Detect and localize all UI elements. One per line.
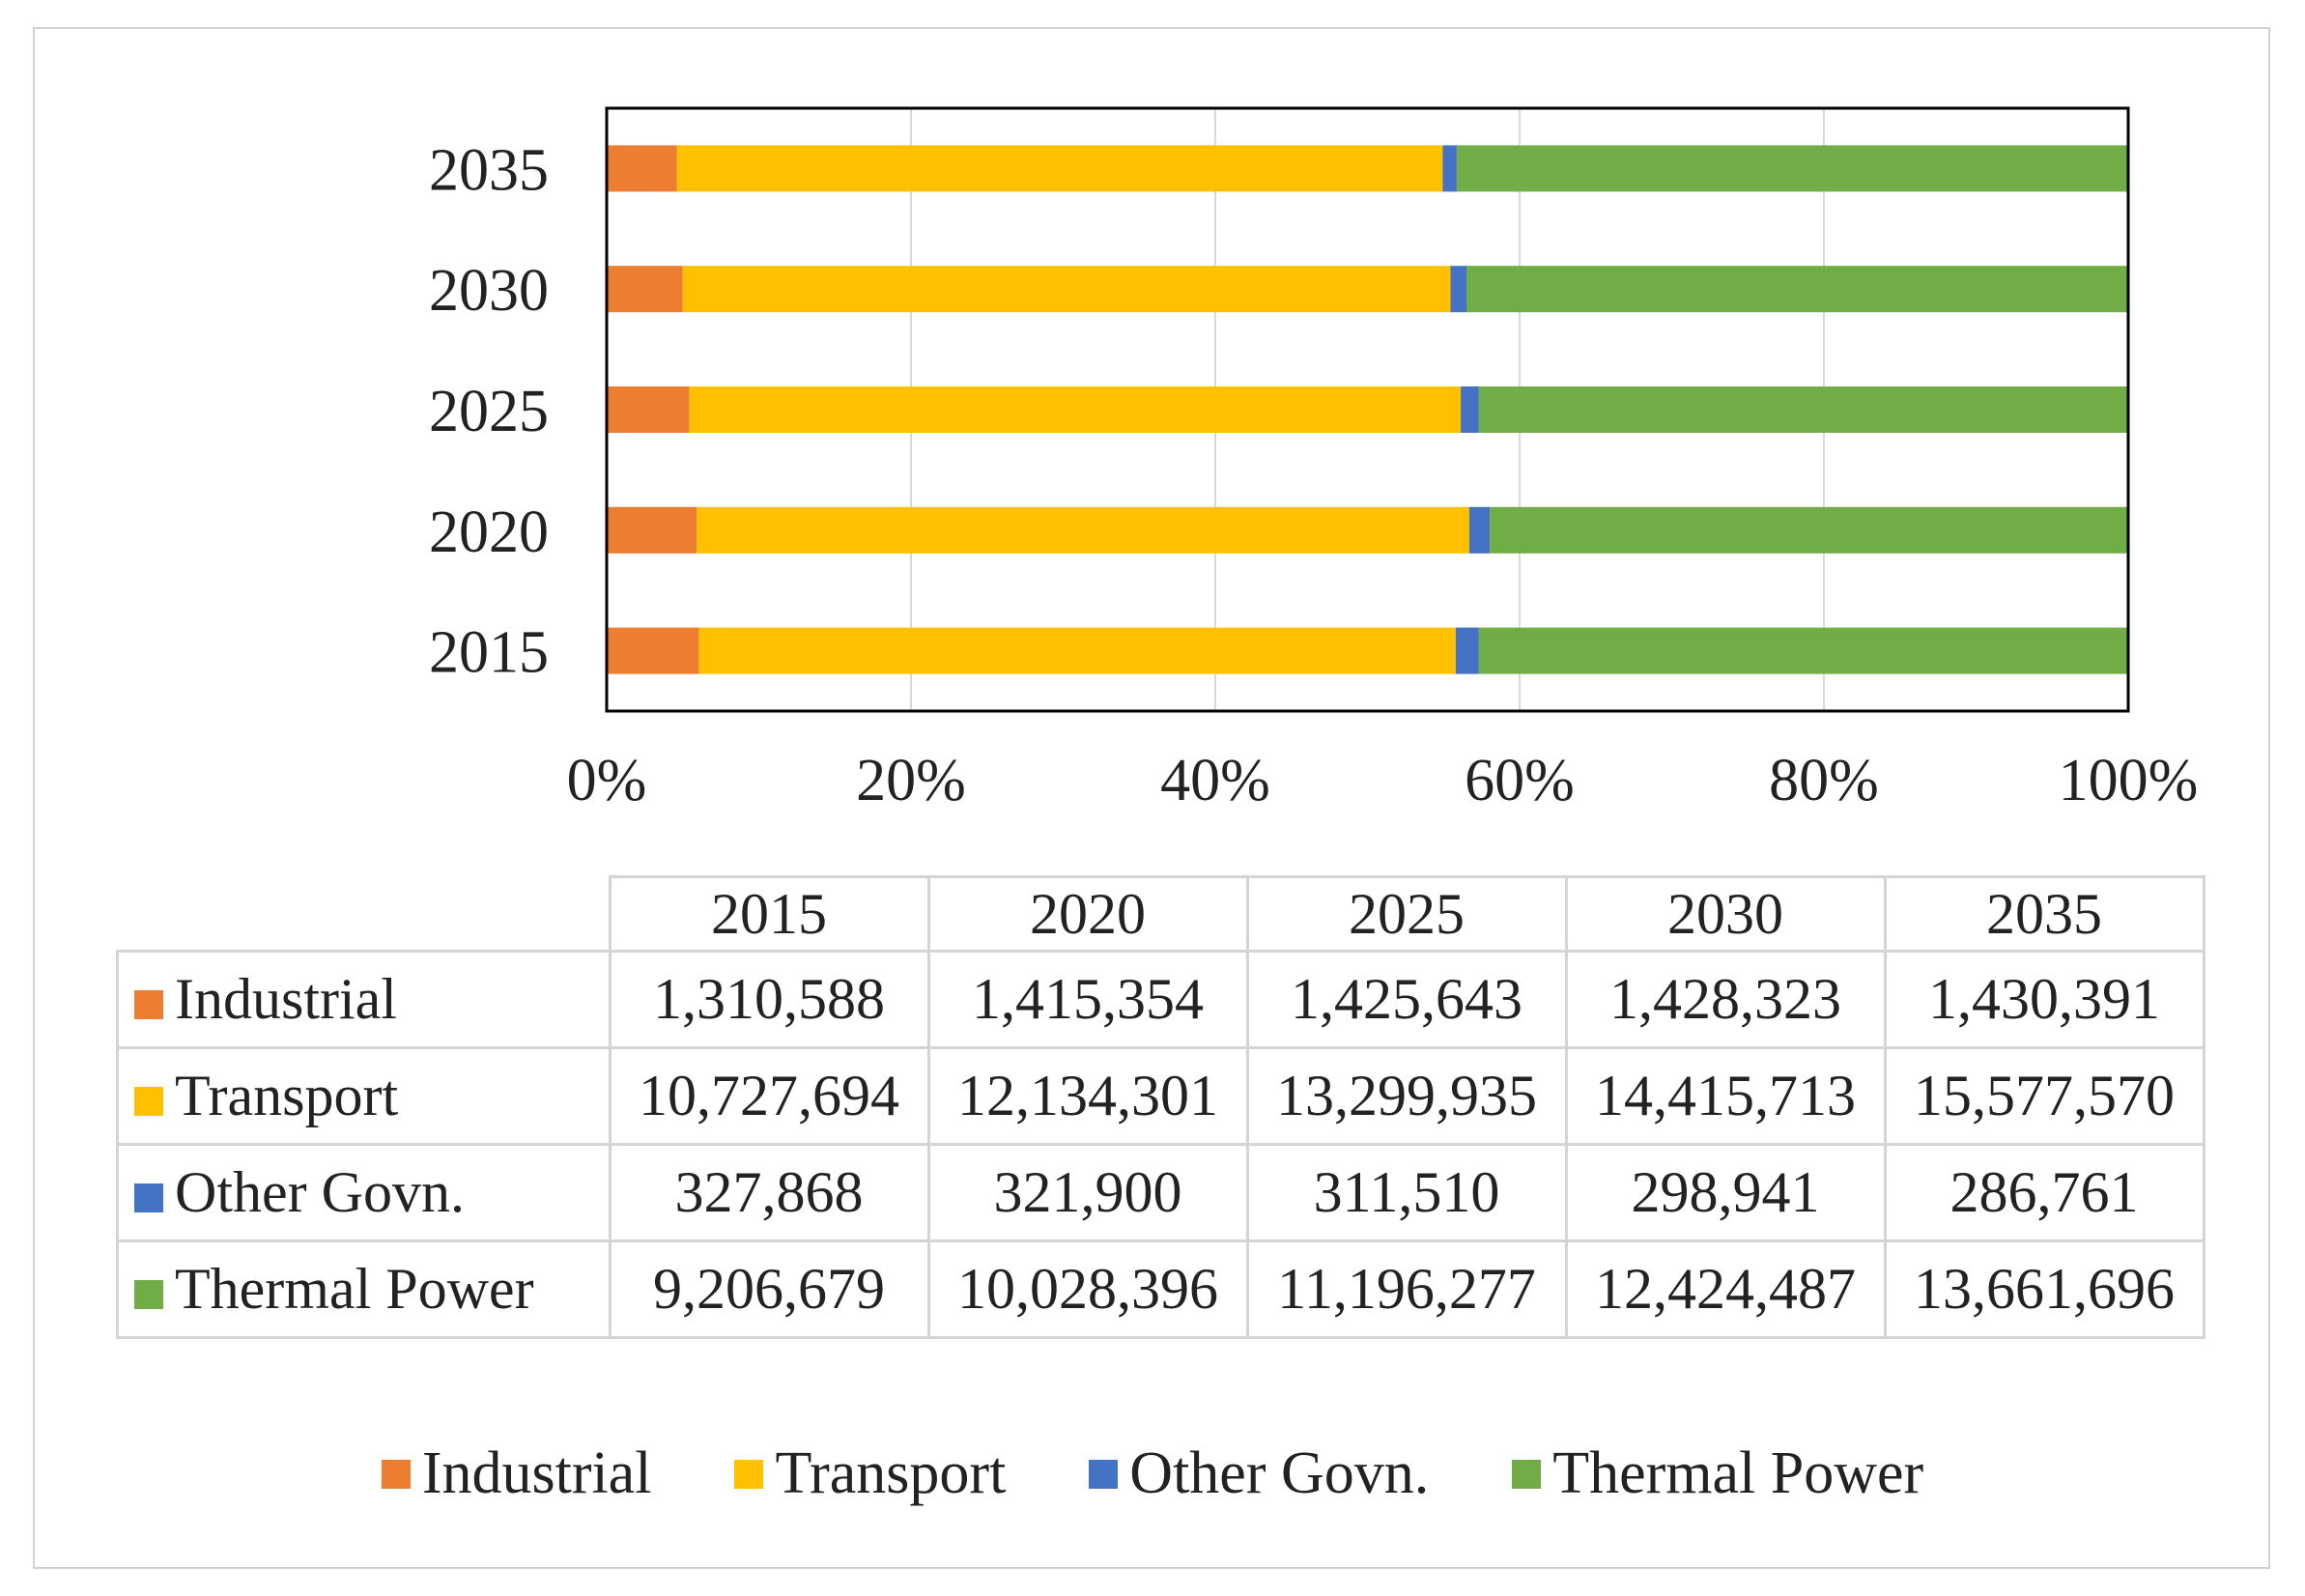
bar-segment-other-govn-2020: [1468, 506, 1491, 554]
legend-item-transport: Transport: [734, 1439, 1006, 1508]
table-cell: 10,727,694: [608, 1046, 930, 1146]
table-cell: 9,206,679: [608, 1240, 930, 1339]
transport-legend-swatch-icon: [734, 1459, 764, 1489]
legend-label: Thermal Power: [1552, 1440, 1924, 1506]
table-col-header: 2020: [926, 875, 1249, 953]
table-cell: 286,761: [1883, 1143, 2205, 1242]
bar-segment-industrial-2030: [607, 266, 683, 313]
table-col-header: 2015: [608, 875, 930, 953]
table-cell: 10,028,396: [926, 1240, 1249, 1339]
table-cell: 1,415,354: [926, 950, 1249, 1049]
y-tick-label: 2020: [429, 499, 549, 565]
bar-segment-transport-2015: [698, 627, 1456, 674]
table-cell: 11,196,277: [1245, 1240, 1568, 1339]
bar-segment-industrial-2015: [607, 627, 699, 674]
stacked-bar-chart: 0% 20% 40% 60% 80% 100% 2015 2020 2025 2030 2035: [429, 106, 2199, 813]
table-cell: 311,510: [1245, 1143, 1568, 1242]
table-cell: 1,425,643: [1245, 950, 1568, 1049]
bar-segment-transport-2025: [689, 386, 1462, 433]
table-row-label: Other Govn.: [116, 1143, 612, 1242]
bar-segment-thermal-power-2035: [1456, 145, 2128, 192]
y-tick-label: 2025: [429, 379, 549, 444]
table-row-label: Thermal Power: [116, 1240, 612, 1339]
legend-label: Other Govn.: [1129, 1440, 1430, 1506]
bar-segment-transport-2030: [682, 266, 1451, 313]
bar-segment-other-govn-2030: [1450, 266, 1467, 313]
plot-border: [605, 106, 2130, 713]
row-label-text: Other Govn.: [175, 1160, 465, 1224]
x-tick-label: 100%: [2059, 748, 2199, 813]
table-cell: 12,134,301: [926, 1046, 1249, 1146]
table-cell: 15,577,570: [1883, 1046, 2205, 1146]
row-label-text: Industrial: [175, 967, 397, 1031]
table-row: Transport 10,727,694 12,134,301 13,299,9…: [116, 1046, 2205, 1146]
x-tick-label: 0%: [567, 748, 647, 813]
bar-segment-thermal-power-2025: [1478, 386, 2128, 433]
row-label-text: Thermal Power: [175, 1257, 534, 1321]
other-govn-legend-swatch-icon: [1089, 1459, 1119, 1489]
y-tick-label: 2030: [429, 258, 549, 324]
table-cell: 1,430,391: [1883, 950, 2205, 1049]
table-row-label: Transport: [116, 1046, 612, 1146]
table-cell: 13,661,696: [1883, 1240, 2205, 1339]
bar-segment-other-govn-2015: [1455, 627, 1479, 674]
thermal-power-swatch-icon: [134, 1280, 163, 1310]
bar-segment-industrial-2020: [607, 506, 697, 554]
chart-legend: Industrial Transport Other Govn. Thermal…: [0, 1439, 2305, 1508]
bar-segment-thermal-power-2030: [1466, 266, 2128, 313]
table-col-header: 2025: [1245, 875, 1568, 953]
x-tick-label: 60%: [1465, 748, 1575, 813]
industrial-legend-swatch-icon: [381, 1459, 411, 1489]
table-header-row: 2015 2020 2025 2030 2035: [117, 875, 2205, 953]
transport-swatch-icon: [134, 1087, 163, 1117]
other-govn-swatch-icon: [134, 1183, 163, 1213]
bar-segment-transport-2020: [697, 506, 1469, 554]
legend-item-other-govn: Other Govn.: [1089, 1439, 1429, 1508]
table-col-header: 2030: [1564, 875, 1887, 953]
bar-segment-thermal-power-2015: [1478, 627, 2128, 674]
x-tick-label: 80%: [1769, 748, 1879, 813]
table-cell: 14,415,713: [1564, 1046, 1887, 1146]
bar-segment-transport-2035: [676, 145, 1443, 192]
y-tick-label: 2035: [429, 137, 549, 203]
bar-segment-industrial-2035: [607, 145, 677, 192]
legend-label: Transport: [775, 1440, 1007, 1506]
table-row: Other Govn. 327,868 321,900 311,510 298,…: [116, 1143, 2205, 1242]
table-cell: 13,299,935: [1245, 1046, 1568, 1146]
legend-label: Industrial: [421, 1440, 652, 1506]
bar-segment-thermal-power-2020: [1490, 506, 2128, 554]
data-table: 2015 2020 2025 2030 2035 Industrial 1,31…: [116, 875, 2205, 1339]
legend-item-thermal-power: Thermal Power: [1512, 1439, 1923, 1508]
thermal-power-legend-swatch-icon: [1512, 1459, 1542, 1489]
table-row: Thermal Power 9,206,679 10,028,396 11,19…: [116, 1240, 2205, 1339]
legend-item-industrial: Industrial: [381, 1439, 652, 1508]
table-col-header: 2035: [1883, 875, 2205, 953]
table-row: Industrial 1,310,588 1,415,354 1,425,643…: [116, 950, 2205, 1049]
table-cell: 321,900: [926, 1143, 1249, 1242]
table-cell: 298,941: [1564, 1143, 1887, 1242]
table-row-label: Industrial: [116, 950, 612, 1049]
industrial-swatch-icon: [134, 990, 163, 1020]
table-corner: [117, 876, 612, 953]
table-cell: 1,310,588: [608, 950, 930, 1049]
table-cell: 327,868: [608, 1143, 930, 1242]
x-tick-label: 20%: [856, 748, 966, 813]
bar-segment-other-govn-2025: [1461, 386, 1479, 433]
x-tick-label: 40%: [1160, 748, 1270, 813]
y-tick-label: 2015: [429, 620, 549, 686]
bar-segment-industrial-2025: [607, 386, 690, 433]
table-cell: 1,428,323: [1564, 950, 1887, 1049]
table-cell: 12,424,487: [1564, 1240, 1887, 1339]
row-label-text: Transport: [175, 1064, 399, 1127]
bar-segment-other-govn-2035: [1442, 145, 1457, 192]
